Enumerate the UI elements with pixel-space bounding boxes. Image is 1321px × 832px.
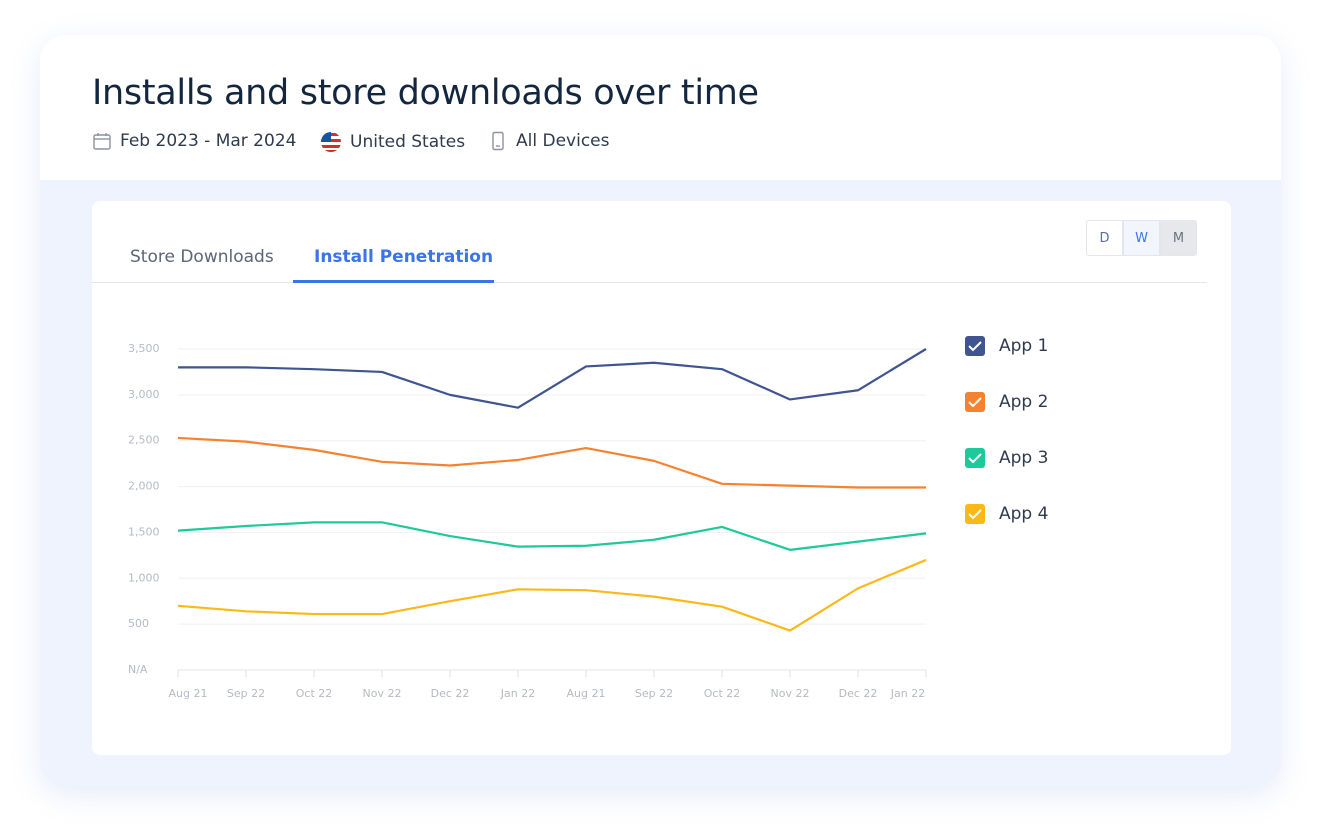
- devices-text: All Devices: [516, 131, 610, 151]
- x-tick-label: Oct 22: [296, 687, 333, 700]
- legend-label: App 4: [999, 504, 1048, 524]
- granularity-button[interactable]: M: [1160, 220, 1197, 256]
- legend-item[interactable]: App 4: [965, 504, 1048, 524]
- x-tick-label: Oct 22: [704, 687, 741, 700]
- series-line: [178, 348, 927, 409]
- series-line: [177, 436, 926, 489]
- x-tick-label: Dec 22: [839, 687, 878, 700]
- country-text: United States: [350, 132, 466, 152]
- legend-item[interactable]: App 2: [965, 392, 1048, 412]
- legend-check: [968, 509, 982, 520]
- x-tick-label: Aug 21: [169, 687, 208, 700]
- y-tick-label: 1,000: [128, 571, 160, 584]
- devices[interactable]: All Devices: [488, 131, 609, 151]
- legend-checkbox: [965, 504, 985, 524]
- y-tick-label: 2,000: [128, 480, 160, 493]
- y-tick-label: 1,500: [128, 525, 160, 538]
- granularity-button[interactable]: D: [1086, 220, 1123, 256]
- legend-label: App 3: [999, 448, 1048, 468]
- flag-icon: [321, 132, 341, 152]
- granularity-button[interactable]: W: [1123, 220, 1160, 256]
- legend-label: App 2: [999, 392, 1048, 412]
- calendar-icon: [93, 133, 111, 150]
- phone-icon: [492, 131, 504, 151]
- legend-label: App 1: [999, 336, 1048, 356]
- x-tick-label: Nov 22: [363, 687, 402, 700]
- header: Installs and store downloads over time F…: [40, 35, 1281, 180]
- tab[interactable]: Store Downloads: [130, 247, 274, 267]
- tab-underline: [293, 280, 494, 283]
- x-tick-label: Jan 22: [500, 687, 535, 700]
- x-tick-label: Nov 22: [771, 687, 810, 700]
- y-tick-label: 500: [128, 617, 149, 630]
- x-tick-label: Sep 22: [635, 687, 673, 700]
- tab-divider: [92, 282, 1207, 283]
- legend-checkbox: [965, 448, 985, 468]
- y-tick-label: 3,500: [128, 342, 160, 355]
- widget: Installs and store downloads over time F…: [40, 35, 1281, 787]
- x-tick-label: Dec 22: [431, 687, 470, 700]
- date-range-text: Feb 2023 - Mar 2024: [120, 131, 297, 151]
- legend-check: [968, 341, 982, 352]
- country[interactable]: United States: [320, 131, 465, 153]
- tab-active[interactable]: Install Penetration: [314, 247, 494, 267]
- legend-checkbox: [965, 392, 985, 412]
- legend-item[interactable]: App 1: [965, 336, 1048, 356]
- title: Installs and store downloads over time: [92, 73, 759, 113]
- series-line: [177, 558, 927, 632]
- legend-item[interactable]: App 3: [965, 448, 1048, 468]
- date-range[interactable]: Feb 2023 - Mar 2024: [92, 131, 296, 151]
- x-tick-label: Jan 22: [890, 687, 925, 700]
- y-tick-label: N/A: [128, 663, 148, 676]
- legend-check: [968, 397, 982, 408]
- legend-check: [968, 453, 982, 464]
- series-line: [177, 521, 927, 551]
- x-tick-label: Sep 22: [227, 687, 265, 700]
- chart-card: Store Downloads Install Penetration D W …: [92, 201, 1231, 755]
- legend-checkbox: [965, 336, 985, 356]
- y-tick-label: 2,500: [128, 434, 160, 447]
- x-tick-label: Aug 21: [567, 687, 606, 700]
- y-tick-label: 3,000: [128, 388, 160, 401]
